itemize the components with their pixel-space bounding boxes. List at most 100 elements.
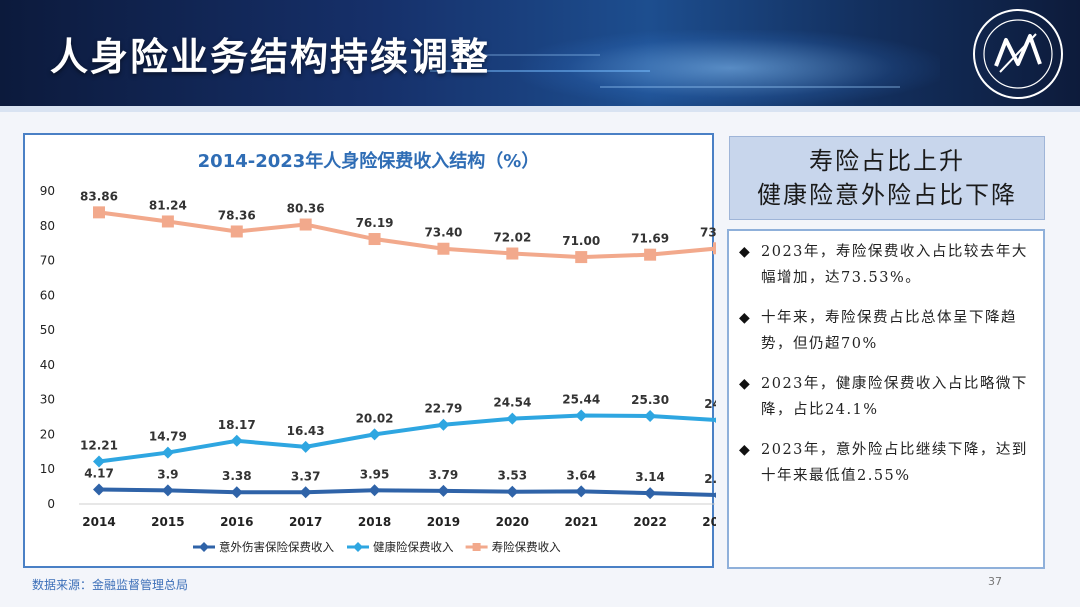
data-point bbox=[575, 485, 588, 498]
data-point bbox=[93, 206, 105, 219]
data-point bbox=[93, 455, 105, 468]
y-tick-label: 90 bbox=[40, 184, 55, 198]
legend-marker bbox=[353, 542, 363, 552]
series-line bbox=[98, 413, 716, 464]
data-point bbox=[506, 247, 519, 260]
header-underline bbox=[0, 106, 1080, 112]
key-point-text: 2023年，健康险保费收入占比略微下降，占比24.1% bbox=[761, 376, 1028, 418]
key-point-text: 2023年，意外险占比继续下降，达到十年来最低值2.55% bbox=[761, 442, 1028, 484]
data-point bbox=[437, 418, 450, 431]
key-point: ◆ 2023年，寿险保费收入占比较去年大幅增加，达73.53%。 bbox=[739, 239, 1033, 291]
chart-title: 2014-2023年人身险保费收入结构（%） bbox=[197, 151, 540, 172]
summary-line-2: 健康险意外险占比下降 bbox=[757, 181, 1017, 209]
data-label: 3.95 bbox=[360, 467, 390, 481]
y-tick-label: 50 bbox=[40, 323, 55, 337]
legend-label: 意外伤害保险保费收入 bbox=[219, 540, 334, 554]
y-tick-label: 40 bbox=[40, 358, 55, 372]
data-point bbox=[644, 248, 657, 261]
y-tick-label: 70 bbox=[40, 254, 55, 268]
data-label: 73.53 bbox=[700, 225, 716, 239]
data-label: 3.9 bbox=[157, 467, 178, 481]
y-tick-label: 30 bbox=[40, 393, 55, 407]
summary-line-1: 寿险占比上升 bbox=[809, 147, 965, 175]
data-label: 3.64 bbox=[566, 468, 596, 482]
data-label: 18.17 bbox=[218, 418, 256, 432]
data-label: 83.86 bbox=[80, 189, 118, 203]
series-line bbox=[98, 210, 716, 260]
key-points-box: ◆ 2023年，寿险保费收入占比较去年大幅增加，达73.53%。 ◆ 十年来，寿… bbox=[727, 229, 1045, 569]
data-label: 76.19 bbox=[356, 216, 394, 230]
x-tick-label: 2023 bbox=[702, 515, 716, 529]
data-label: 80.36 bbox=[287, 202, 325, 216]
data-label: 71.00 bbox=[562, 234, 600, 248]
data-point bbox=[161, 484, 174, 497]
legend-marker bbox=[199, 542, 209, 552]
data-point bbox=[644, 410, 657, 423]
data-point bbox=[230, 434, 243, 447]
data-point bbox=[713, 242, 716, 255]
data-label: 78.36 bbox=[218, 208, 256, 222]
data-label: 3.14 bbox=[635, 470, 665, 484]
x-tick-label: 2018 bbox=[358, 515, 391, 529]
data-point bbox=[368, 428, 381, 441]
data-point bbox=[299, 486, 312, 499]
data-point bbox=[644, 487, 657, 500]
data-label: 12.21 bbox=[80, 439, 118, 453]
data-label: 25.44 bbox=[562, 393, 600, 407]
y-tick-label: 20 bbox=[40, 427, 55, 441]
data-label: 2.55 bbox=[704, 472, 716, 486]
data-point bbox=[575, 409, 588, 422]
header-banner: 人身险业务结构持续调整 bbox=[0, 0, 1080, 106]
data-point bbox=[368, 484, 381, 497]
data-label: 14.79 bbox=[149, 430, 187, 444]
data-point bbox=[437, 242, 450, 255]
data-point bbox=[575, 251, 588, 264]
page-number: 37 bbox=[988, 575, 1002, 588]
diamond-bullet-icon: ◆ bbox=[739, 244, 750, 260]
data-point bbox=[230, 225, 243, 238]
data-label: 24.1 bbox=[704, 397, 716, 411]
data-point bbox=[93, 483, 105, 496]
data-label: 22.79 bbox=[424, 402, 462, 416]
x-tick-label: 2014 bbox=[82, 515, 115, 529]
x-tick-label: 2020 bbox=[496, 515, 529, 529]
data-point bbox=[299, 218, 312, 231]
diamond-bullet-icon: ◆ bbox=[739, 310, 750, 326]
legend-label: 寿险保费收入 bbox=[492, 540, 561, 554]
legend-label: 健康险保费收入 bbox=[373, 540, 454, 554]
legend-marker bbox=[472, 543, 481, 551]
data-label: 3.38 bbox=[222, 469, 252, 483]
data-point bbox=[506, 412, 519, 425]
data-label: 3.37 bbox=[291, 469, 321, 483]
data-label: 16.43 bbox=[287, 424, 325, 438]
data-label: 20.02 bbox=[356, 411, 394, 425]
banner-decor-line bbox=[430, 70, 650, 72]
page-title: 人身险业务结构持续调整 bbox=[50, 35, 491, 79]
x-tick-label: 2017 bbox=[289, 515, 322, 529]
diamond-bullet-icon: ◆ bbox=[739, 442, 750, 458]
data-label: 73.40 bbox=[424, 226, 462, 240]
banner-decor-line bbox=[480, 54, 600, 56]
key-point-text: 2023年，寿险保费收入占比较去年大幅增加，达73.53%。 bbox=[761, 244, 1028, 286]
y-tick-label: 10 bbox=[40, 462, 55, 476]
summary-box: 寿险占比上升 健康险意外险占比下降 bbox=[729, 136, 1045, 220]
y-tick-label: 60 bbox=[40, 288, 55, 302]
data-label: 25.30 bbox=[631, 393, 669, 407]
data-label: 81.24 bbox=[149, 198, 187, 212]
data-point bbox=[161, 215, 174, 228]
data-point bbox=[713, 417, 716, 424]
data-point bbox=[230, 486, 243, 499]
series-line bbox=[98, 487, 716, 498]
chart-panel: 2014-2023年人身险保费收入结构（%） 0 10 20 30 40 50 60 70 80… bbox=[23, 133, 716, 568]
data-label: 72.02 bbox=[493, 231, 531, 245]
key-point: ◆ 2023年，意外险占比继续下降，达到十年来最低值2.55% bbox=[739, 437, 1033, 489]
line-chart: 0 10 20 30 40 50 60 70 80 90 2014 2015 2016 2017 2018 2… bbox=[40, 184, 716, 554]
data-label: 3.79 bbox=[429, 468, 459, 482]
x-tick-label: 2019 bbox=[427, 515, 460, 529]
data-label: 71.69 bbox=[631, 232, 669, 246]
data-label: 24.54 bbox=[493, 396, 531, 410]
x-tick-label: 2022 bbox=[633, 515, 666, 529]
data-point bbox=[368, 233, 381, 246]
logo-icon bbox=[973, 9, 1063, 99]
data-label: 3.53 bbox=[498, 469, 528, 483]
